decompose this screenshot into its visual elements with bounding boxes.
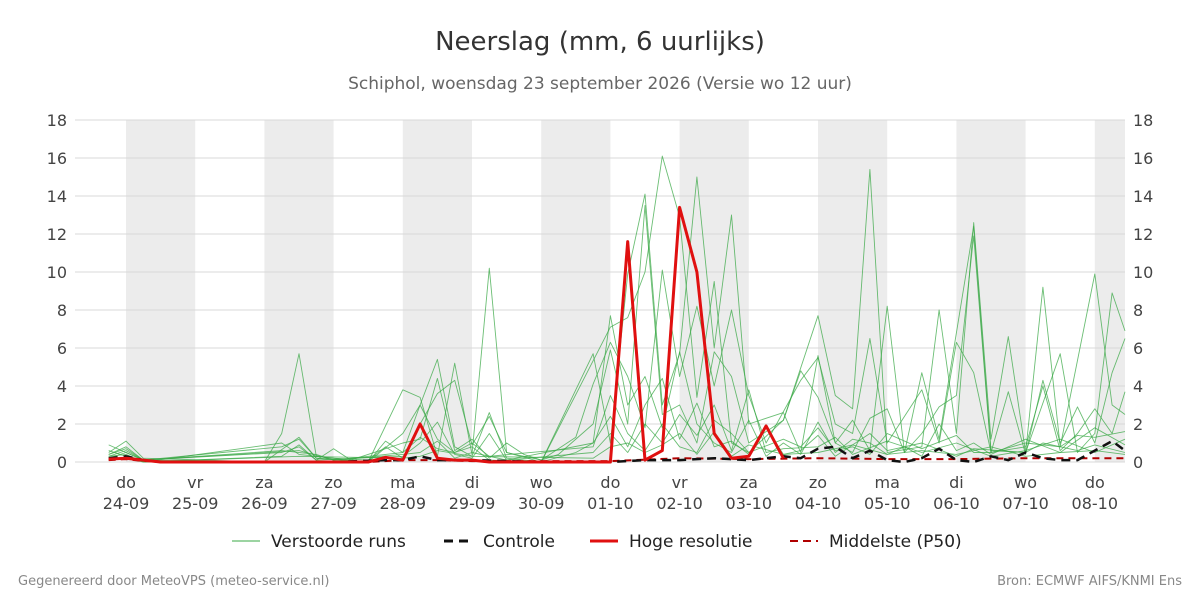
x-tick-date-10: 04-10 — [795, 494, 842, 513]
y-tick-right-0: 0 — [1133, 453, 1143, 472]
ensemble-line-8 — [108, 395, 1126, 461]
legend-label-ensemble: Verstoorde runs — [271, 532, 406, 552]
y-tick-right-2: 2 — [1133, 415, 1143, 434]
x-tick-day-7: do — [600, 473, 620, 492]
x-tick-day-13: wo — [1014, 473, 1037, 492]
x-tick-date-11: 05-10 — [864, 494, 911, 513]
x-tick-date-13: 07-10 — [1002, 494, 1049, 513]
x-tick-day-8: vr — [672, 473, 688, 492]
control-line — [108, 439, 1126, 464]
shade-band-02-10 — [679, 120, 749, 462]
x-tick-date-5: 29-09 — [449, 494, 496, 513]
x-tick-day-14: do — [1085, 473, 1105, 492]
legend-item-ensemble: Verstoorde runs — [232, 532, 406, 552]
shade-band-06-10 — [956, 120, 1026, 462]
y-tick-left-14: 14 — [47, 187, 67, 206]
x-tick-date-0: 24-09 — [103, 494, 150, 513]
legend-label-high-res: Hoge resolutie — [629, 532, 753, 552]
shade-band-24-09 — [126, 120, 196, 462]
y-tick-right-4: 4 — [1133, 377, 1143, 396]
x-tick-day-4: ma — [390, 473, 415, 492]
y-tick-left-2: 2 — [57, 415, 67, 434]
x-tick-date-1: 25-09 — [172, 494, 219, 513]
chart-subtitle: Schiphol, woensdag 23 september 2026 (Ve… — [348, 74, 852, 94]
x-tick-date-6: 30-09 — [518, 494, 565, 513]
y-tick-left-6: 6 — [57, 339, 67, 358]
x-tick-date-7: 01-10 — [587, 494, 634, 513]
shade-band-26-09 — [264, 120, 334, 462]
main-series — [108, 205, 1126, 464]
legend: Verstoorde runs Controle Hoge resolutie … — [232, 532, 962, 552]
ensemble-line-3 — [108, 205, 1126, 463]
shade-band-04-10 — [818, 120, 888, 462]
y-tick-right-6: 6 — [1133, 339, 1143, 358]
y-tick-right-10: 10 — [1133, 263, 1153, 282]
x-tick-day-9: za — [740, 473, 758, 492]
y-tick-left-0: 0 — [57, 453, 67, 472]
x-tick-day-1: vr — [187, 473, 203, 492]
y-tick-left-10: 10 — [47, 263, 67, 282]
legend-item-median: Middelste (P50) — [790, 532, 962, 552]
shade-band-28-09 — [402, 120, 472, 462]
x-tick-date-2: 26-09 — [241, 494, 288, 513]
y-tick-right-14: 14 — [1133, 187, 1153, 206]
y-tick-left-4: 4 — [57, 377, 67, 396]
x-tick-date-9: 03-10 — [726, 494, 773, 513]
x-tick-date-4: 28-09 — [380, 494, 427, 513]
x-tick-date-12: 06-10 — [933, 494, 980, 513]
x-tick-day-5: di — [465, 473, 480, 492]
y-tick-right-16: 16 — [1133, 149, 1153, 168]
legend-item-control: Controle — [444, 532, 555, 552]
legend-label-median: Middelste (P50) — [829, 532, 962, 552]
y-tick-right-12: 12 — [1133, 225, 1153, 244]
x-tick-day-11: ma — [875, 473, 900, 492]
legend-item-high-res: Hoge resolutie — [590, 532, 753, 552]
x-tick-day-2: za — [255, 473, 273, 492]
y-tick-left-16: 16 — [47, 149, 67, 168]
x-tick-date-3: 27-09 — [310, 494, 357, 513]
x-axis-ticks: do 24-09 vr 25-09 za 26-09 zo 27-09 ma 28-09 di 29-… — [103, 473, 1118, 513]
x-tick-day-3: zo — [325, 473, 343, 492]
footer-generator: Gegenereerd door MeteoVPS (meteo-service… — [18, 574, 329, 589]
x-tick-day-0: do — [116, 473, 136, 492]
y-axis-ticks: 0 0 2 2 4 4 6 6 8 8 10 10 12 12 14 14 16 16 18 18 — [47, 111, 1154, 472]
footer-source: Bron: ECMWF AIFS/KNMI Ens — [997, 574, 1182, 589]
chart-title: Neerslag (mm, 6 uurlijks) — [435, 27, 765, 57]
ensemble-line-4 — [108, 315, 1126, 463]
shade-band-08-10 — [1094, 120, 1125, 462]
x-tick-date-8: 02-10 — [656, 494, 703, 513]
high-res-line — [108, 205, 785, 464]
x-tick-day-12: di — [949, 473, 964, 492]
y-tick-right-18: 18 — [1133, 111, 1153, 130]
y-tick-left-8: 8 — [57, 301, 67, 320]
shade-band-30-09 — [541, 120, 611, 462]
legend-label-control: Controle — [483, 532, 555, 552]
y-tick-left-18: 18 — [47, 111, 67, 130]
y-tick-left-12: 12 — [47, 225, 67, 244]
y-tick-right-8: 8 — [1133, 301, 1143, 320]
x-tick-day-6: wo — [530, 473, 553, 492]
x-tick-day-10: zo — [809, 473, 827, 492]
ensemble-line-2 — [108, 269, 1126, 461]
x-tick-date-14: 08-10 — [1072, 494, 1119, 513]
